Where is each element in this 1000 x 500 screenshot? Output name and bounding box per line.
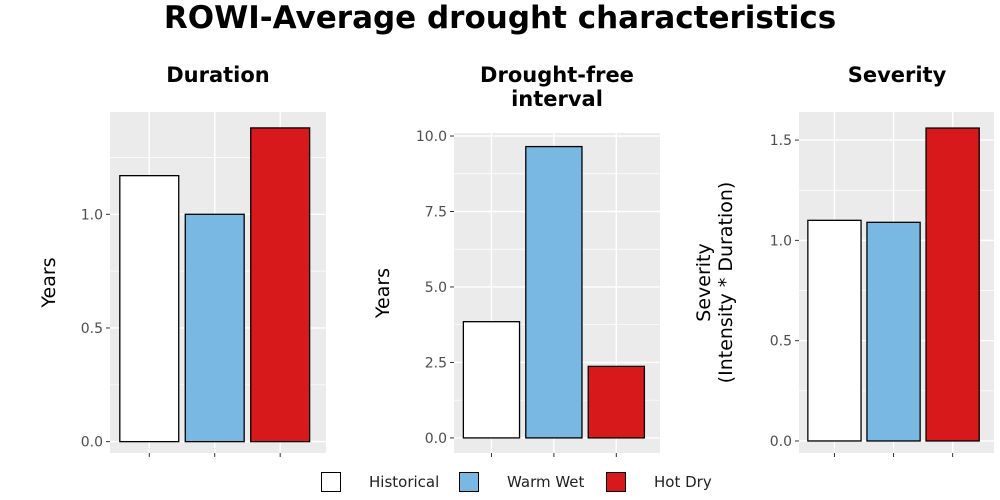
y-tick-label: 1.0 (770, 233, 792, 249)
legend-swatch-hot-dry (606, 472, 626, 492)
y-axis-label: Years (372, 268, 394, 319)
y-tick-label: 10.0 (416, 129, 447, 145)
legend-label-hot-dry: Hot Dry (654, 473, 712, 491)
y-tick-label: 2.5 (425, 355, 447, 371)
panel-1: 0.0 0.5 1.0 Duration Years (38, 63, 326, 457)
panel-title: Drought-free interval (480, 63, 634, 111)
legend-swatch-warm-wet (459, 472, 479, 492)
panel-title: Severity (848, 63, 947, 87)
legend-label-warm-wet: Warm Wet (507, 473, 585, 491)
y-axis-label: Severity(Intensity * Duration) (693, 182, 737, 384)
bar-warm-wet (184, 213, 245, 443)
y-tick-label: 0.5 (770, 334, 792, 350)
legend-item-warm-wet: Warm Wet (459, 470, 584, 494)
y-tick-label: 7.5 (425, 204, 447, 220)
bar-hot-dry (925, 127, 980, 442)
legend-label-historical: Historical (369, 473, 440, 491)
bar-warm-wet (525, 145, 583, 439)
legend-swatch-historical (321, 472, 341, 492)
bar-hot-dry (250, 127, 311, 443)
y-tick-label: 1.5 (770, 133, 792, 149)
chart-title: ROWI-Average drought characteristics (163, 0, 837, 36)
y-tick-label: 0.5 (81, 321, 103, 337)
legend-item-historical: Historical (321, 470, 439, 494)
panel-2: 0.0 2.5 5.0 7.5 10.0 Drought-free interval Year… (372, 63, 660, 457)
y-tick-label: 0.0 (770, 434, 792, 450)
chart-figure: 0.0 0.5 1.0 Duration Years 0.0 2.5 5.0 7.5 10.0 Dr… (38, 63, 994, 457)
bar-warm-wet (866, 221, 921, 442)
bar-hot-dry (587, 365, 646, 439)
y-tick-label: 0.0 (425, 431, 447, 447)
panel-3: 0.0 0.5 1.0 1.5 Severity Severity(Intensity *… (693, 63, 994, 457)
y-axis-label: Years (38, 257, 60, 308)
bar-historical (119, 175, 180, 443)
bar-historical (462, 321, 521, 439)
legend-item-hot-dry: Hot Dry (606, 470, 712, 494)
y-tick-label: 0.0 (81, 435, 103, 451)
panel-title: Duration (166, 63, 270, 87)
y-tick-label: 1.0 (81, 207, 103, 223)
bar-historical (807, 219, 862, 442)
y-tick-label: 5.0 (425, 280, 447, 296)
